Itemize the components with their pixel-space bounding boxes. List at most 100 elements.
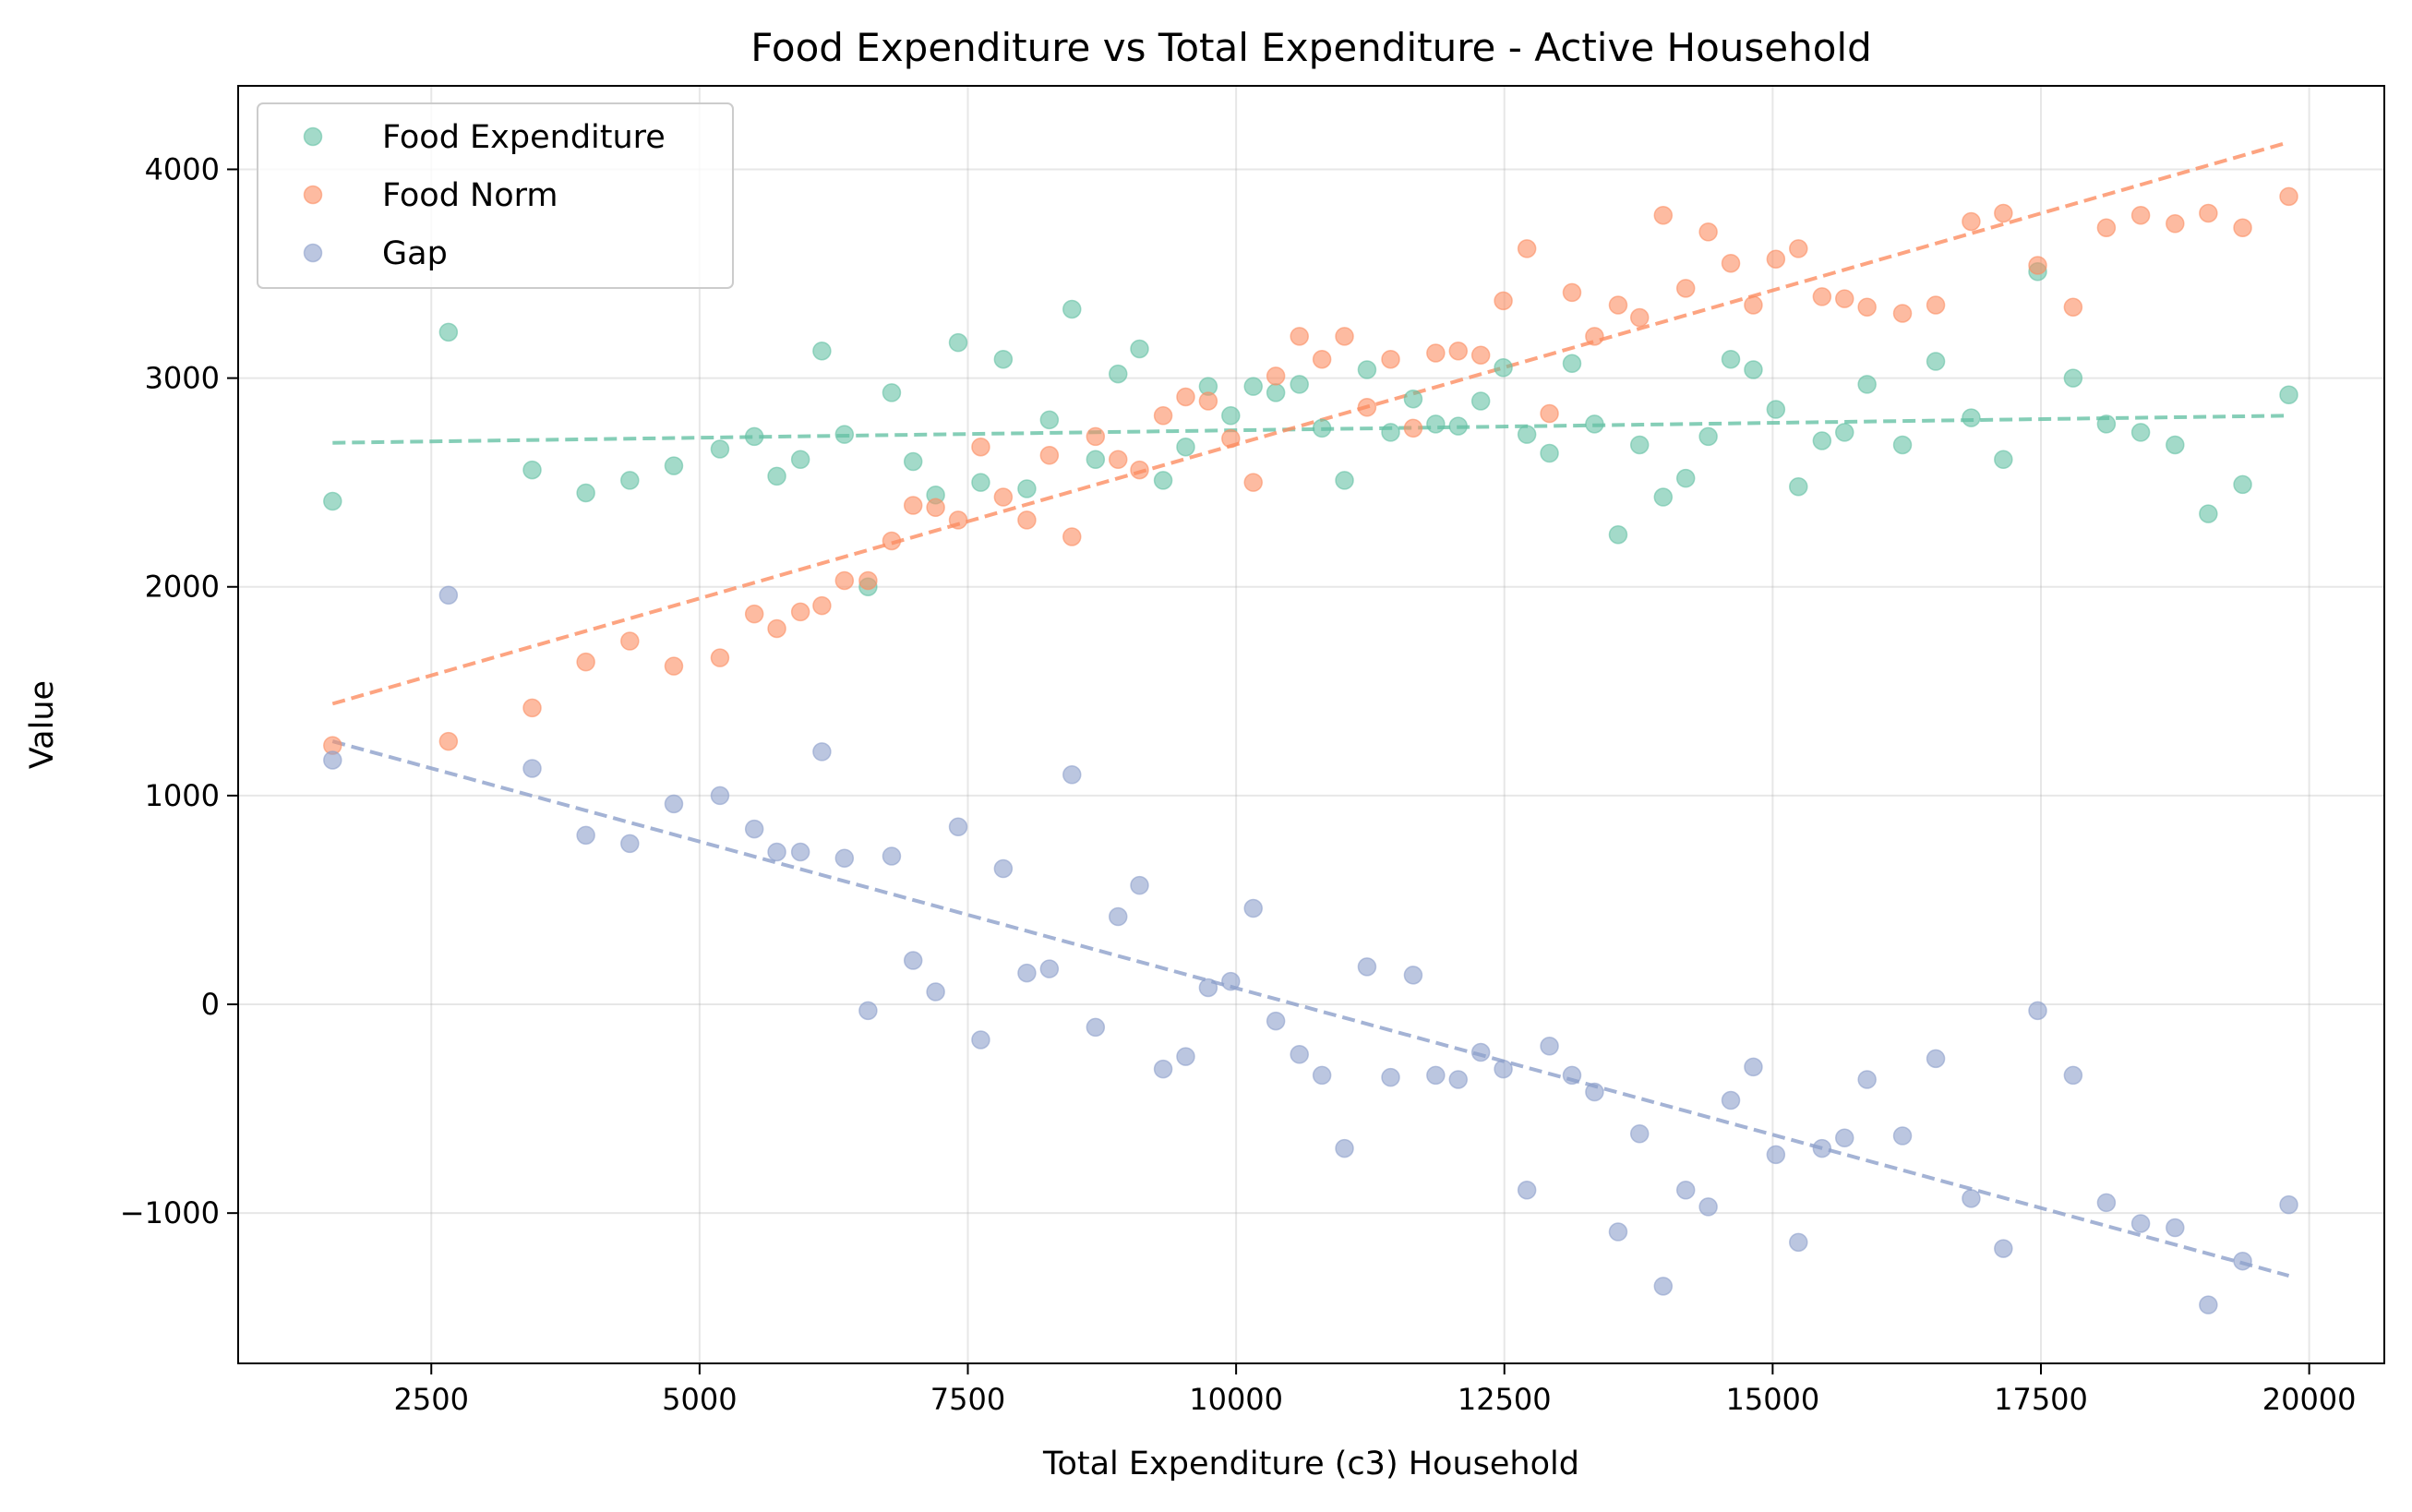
data-point — [948, 332, 968, 353]
data-point — [1312, 1065, 1332, 1086]
data-point — [323, 491, 342, 511]
data-point — [1470, 345, 1491, 365]
data-point — [1130, 339, 1149, 359]
data-point — [1994, 1239, 2013, 1258]
data-point — [1629, 307, 1650, 328]
data-point — [1039, 959, 1060, 978]
data-point — [1789, 239, 1808, 258]
data-point — [1994, 203, 2013, 223]
x-axis-ticks: 2500 5000 7500 10000 12500 15000 17500 20000 — [394, 1363, 2357, 1417]
data-point — [1086, 1017, 1106, 1038]
data-point — [1290, 375, 1309, 394]
data-point — [1608, 1222, 1628, 1242]
data-point — [1517, 1181, 1537, 1200]
data-point — [1017, 963, 1037, 983]
data-point — [1994, 450, 2013, 470]
legend-label: Gap — [382, 235, 448, 272]
data-point — [2233, 474, 2252, 495]
data-point — [1585, 1082, 1604, 1102]
data-point — [1266, 1011, 1286, 1031]
data-point — [2279, 186, 2298, 207]
data-point — [1221, 428, 1241, 449]
data-point — [1221, 406, 1241, 426]
data-point — [1086, 450, 1106, 470]
data-point — [1517, 425, 1537, 444]
data-point — [1335, 471, 1354, 490]
y-tick-label: 3000 — [145, 361, 220, 396]
data-point — [1789, 476, 1808, 497]
data-point — [1426, 1065, 1446, 1086]
data-point — [1585, 414, 1604, 434]
data-point — [1540, 443, 1559, 463]
data-point — [993, 858, 1014, 879]
data-point — [576, 825, 595, 846]
data-point — [2199, 504, 2218, 523]
data-point — [1675, 279, 1696, 298]
data-point — [744, 426, 764, 447]
data-point — [1243, 898, 1263, 918]
x-tick-label: 15000 — [1725, 1382, 1819, 1417]
data-point — [1335, 1138, 1354, 1158]
data-point — [903, 451, 923, 472]
data-point — [2130, 205, 2151, 225]
data-point — [1653, 487, 1674, 507]
data-point — [1835, 423, 1854, 442]
data-point — [1962, 1189, 1981, 1208]
data-point — [1039, 446, 1060, 465]
data-point — [1357, 957, 1377, 977]
legend-marker — [303, 185, 323, 205]
data-point — [1221, 971, 1241, 991]
data-point — [620, 631, 640, 651]
data-point — [1585, 327, 1604, 346]
data-point — [971, 473, 990, 492]
data-point — [1130, 875, 1149, 895]
data-point — [1017, 510, 1037, 530]
y-tick-label: 0 — [201, 987, 220, 1022]
data-point — [1857, 1070, 1877, 1089]
data-point — [812, 595, 832, 616]
data-point — [1494, 1059, 1513, 1079]
x-tick-label: 5000 — [662, 1382, 737, 1417]
data-point — [1017, 479, 1037, 498]
data-point — [1266, 366, 1286, 386]
data-point — [1766, 249, 1786, 269]
data-point — [1176, 437, 1195, 457]
data-point — [1109, 906, 1128, 927]
data-point — [1266, 383, 1286, 402]
data-point — [1130, 460, 1149, 480]
data-point — [767, 842, 786, 862]
data-point — [1176, 387, 1195, 407]
legend: Food Expenditure Food Norm Gap — [257, 102, 734, 289]
data-point — [971, 437, 990, 457]
data-point — [1653, 1277, 1674, 1296]
data-point — [1698, 1197, 1718, 1217]
data-point — [1335, 327, 1354, 346]
data-point — [1109, 364, 1128, 384]
data-point — [834, 848, 855, 868]
data-point — [2130, 1214, 2151, 1233]
data-point — [1675, 468, 1696, 488]
data-point — [1721, 1090, 1741, 1110]
data-point — [438, 322, 459, 342]
data-point — [1109, 450, 1128, 470]
data-point — [948, 510, 968, 530]
data-point — [1198, 978, 1218, 998]
data-point — [993, 487, 1014, 507]
y-tick-label: −1000 — [120, 1195, 220, 1230]
data-point — [1448, 1070, 1469, 1089]
y-tick-label: 1000 — [145, 778, 220, 813]
data-point — [812, 742, 832, 762]
data-point — [993, 349, 1014, 369]
data-point — [1243, 377, 1263, 396]
data-point — [2130, 423, 2151, 442]
data-point — [2279, 385, 2298, 404]
data-point — [882, 846, 902, 866]
data-point — [812, 341, 832, 361]
data-point — [710, 786, 730, 806]
data-point — [903, 496, 923, 515]
data-point — [882, 383, 902, 402]
data-point — [1517, 239, 1537, 258]
legend-label: Food Norm — [382, 177, 558, 214]
data-point — [1198, 391, 1218, 411]
y-axis-label: Value — [24, 680, 61, 769]
